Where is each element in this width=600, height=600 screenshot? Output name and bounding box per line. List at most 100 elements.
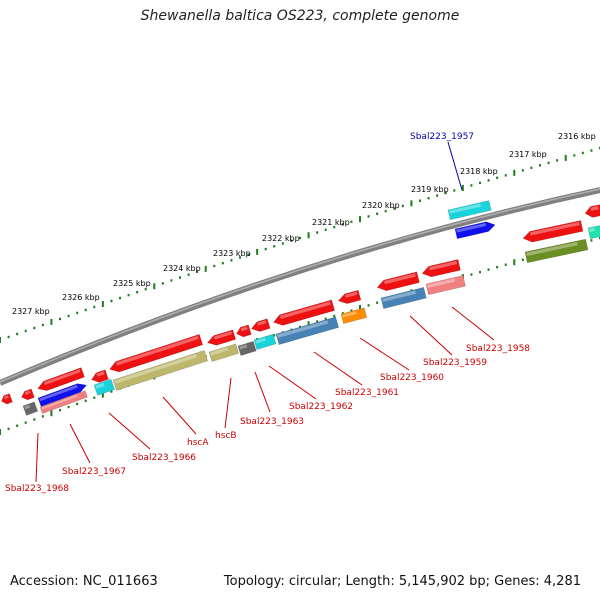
inner-tick — [324, 317, 327, 320]
inner-tick — [590, 239, 593, 242]
leader-1958 — [451, 306, 495, 341]
gene-bar-right-teal-body — [587, 225, 600, 240]
gene-bar-hsca[interactable] — [112, 350, 209, 391]
gene-arrow-1961-body — [337, 289, 362, 304]
gene-bar-1957-cyan-body — [447, 200, 492, 221]
outer-tick — [7, 335, 10, 339]
gene-bar-1957-cyan[interactable] — [447, 200, 492, 221]
gene-arrow-1966a-body — [91, 369, 109, 383]
gene-arrow-1959[interactable] — [421, 259, 461, 278]
gene-label-sbal223-1968[interactable]: Sbal223_1968 — [5, 484, 69, 494]
gene-bar-1960-shine — [382, 290, 417, 302]
scale-label-2322: 2322 kbp — [262, 234, 300, 243]
gene-arrow-1957-body — [454, 221, 496, 240]
outer-tick — [213, 264, 216, 268]
gene-label-sbal223-1960[interactable]: Sbal223_1960 — [380, 373, 444, 383]
gene-arrow-right-a[interactable] — [522, 220, 584, 244]
gene-arrow-1967a-shine — [24, 390, 31, 395]
gene-bar-1961[interactable] — [340, 307, 368, 324]
label-leaders — [35, 141, 495, 483]
gene-label-hsca[interactable]: hscA — [187, 438, 209, 448]
outer-tick — [247, 253, 250, 256]
gene-arrow-right-b[interactable] — [584, 204, 600, 219]
gene-arrow-1960[interactable] — [376, 271, 420, 293]
outer-tick — [119, 296, 121, 300]
gene-label-sbal223-1961[interactable]: Sbal223_1961 — [335, 388, 399, 398]
gene-arrow-1960-shine — [384, 273, 416, 285]
leader-1962 — [268, 365, 317, 400]
gene-arrow-1962a[interactable] — [250, 318, 271, 334]
gene-bar-1961-shine — [342, 311, 357, 318]
inner-tick — [521, 258, 524, 261]
inner-tick — [110, 390, 113, 393]
leader-1966 — [108, 412, 151, 450]
gene-arrow-right-b-body — [584, 204, 600, 218]
outer-tick — [453, 189, 456, 192]
gene-arrow-1967a[interactable] — [20, 388, 35, 402]
scale-label-2320: 2320 kbp — [362, 201, 400, 210]
outer-tick — [127, 293, 130, 297]
gene-bar-hscb[interactable] — [208, 343, 240, 362]
scale-label-2316: 2316 kbp — [558, 132, 596, 141]
leader-1960 — [359, 337, 410, 371]
gene-bar-1963[interactable] — [237, 341, 257, 356]
outer-tick — [359, 216, 361, 223]
gene-arrow-1968-outer-shine — [4, 395, 9, 400]
gene-bar-1962-cyan[interactable] — [253, 333, 277, 350]
gene-arrow-1960-body — [376, 271, 420, 291]
gene-bar-hscb-body — [208, 343, 240, 362]
inner-tick — [307, 321, 310, 328]
outer-tick — [444, 191, 447, 195]
outer-tick — [393, 207, 396, 210]
gene-arrow-1968-outer[interactable] — [0, 393, 13, 406]
gene-label-sbal223-1957[interactable]: Sbal223_1957 — [410, 132, 474, 142]
gene-bar-1962[interactable] — [275, 316, 339, 345]
gene-label-sbal223-1959[interactable]: Sbal223_1959 — [423, 358, 487, 368]
gene-bar-1968[interactable] — [22, 401, 39, 416]
gene-bar-1960[interactable] — [380, 287, 427, 309]
gene-bar-1959[interactable] — [425, 275, 466, 296]
gene-arrow-1957[interactable] — [454, 220, 496, 240]
gene-bar-1966-cyan[interactable] — [93, 378, 115, 396]
gene-bar-1967-blue[interactable] — [37, 381, 88, 407]
gene-bar-hsca-shine — [114, 354, 198, 384]
outer-tick — [93, 305, 96, 309]
gene-arrow-1963[interactable] — [235, 324, 252, 339]
outer-tick — [307, 232, 310, 239]
gene-label-hscb[interactable]: hscB — [215, 431, 237, 441]
gene-arrow-1961[interactable] — [337, 289, 362, 305]
gene-label-sbal223-1966[interactable]: Sbal223_1966 — [132, 453, 196, 463]
inner-tick — [504, 263, 507, 266]
inner-tick — [101, 391, 104, 398]
leader-1957 — [447, 141, 463, 191]
outer-tick — [573, 154, 576, 157]
outer-tick — [316, 231, 319, 234]
gene-arrow-hscb[interactable] — [206, 329, 237, 348]
gene-arrow-hsca[interactable] — [108, 334, 204, 374]
scale-label-2326: 2326 kbp — [62, 293, 100, 302]
gene-label-sbal223-1962[interactable]: Sbal223_1962 — [289, 402, 353, 412]
gene-label-sbal223-1958[interactable]: Sbal223_1958 — [466, 344, 530, 354]
gene-arrow-hscb-body — [207, 329, 237, 346]
inner-tick — [479, 270, 481, 274]
outer-tick — [136, 290, 139, 294]
inner-tick — [67, 405, 70, 409]
gene-label-sbal223-1967[interactable]: Sbal223_1967 — [62, 467, 126, 477]
outer-tick — [324, 228, 327, 232]
inner-tick — [333, 314, 336, 318]
gene-arrow-1962-body — [273, 299, 335, 326]
gene-arrow-1966a[interactable] — [90, 369, 109, 385]
outer-tick — [0, 337, 1, 343]
leader-1961 — [313, 351, 363, 386]
gene-bar-1967-pink-body — [39, 390, 88, 414]
genome-backbone — [0, 187, 600, 386]
gene-arrow-1962[interactable] — [272, 299, 335, 328]
genome-summary-text: Topology: circular; Length: 5,145,902 bp… — [223, 574, 581, 589]
gene-bar-1967-pink[interactable] — [39, 390, 88, 414]
gene-bar-1961-body — [340, 307, 368, 324]
leader-1967 — [69, 423, 91, 464]
gene-bar-right-teal[interactable] — [587, 225, 600, 240]
gene-arrow-1967[interactable] — [36, 367, 85, 394]
gene-bar-right-olive[interactable] — [524, 238, 589, 264]
gene-label-sbal223-1963[interactable]: Sbal223_1963 — [240, 417, 304, 427]
